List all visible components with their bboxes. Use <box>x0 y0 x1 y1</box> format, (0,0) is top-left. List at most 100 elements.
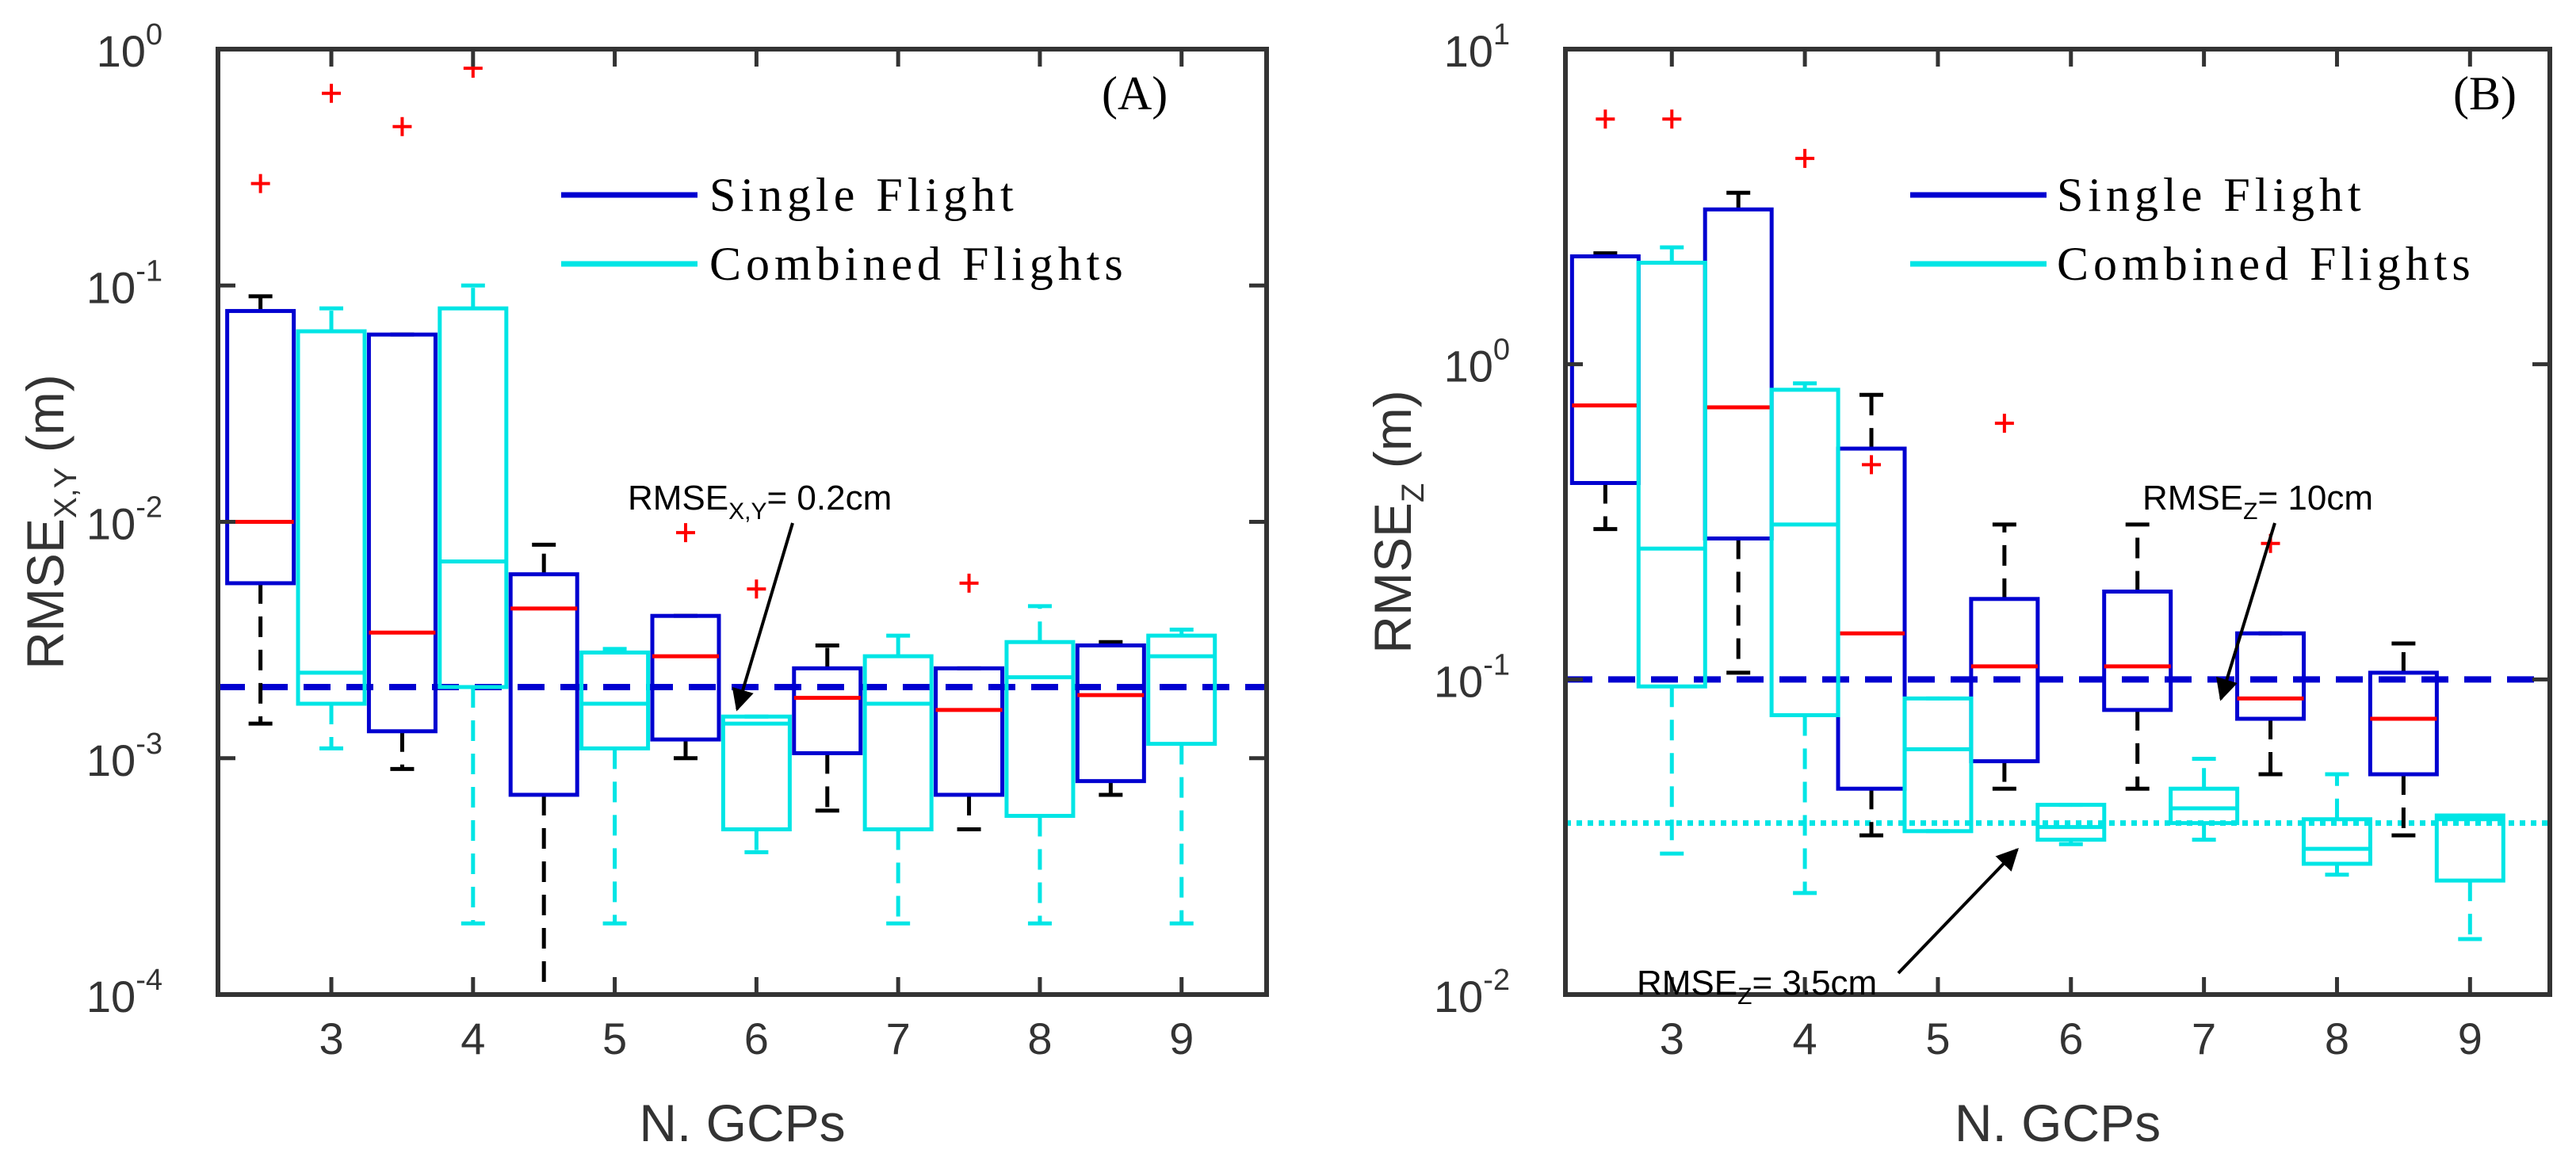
outlier-marker <box>250 174 270 193</box>
annotation-1: RMSEZ= 3.5cm <box>1637 847 2019 1010</box>
legend-entry-single-flight: Single Flight <box>561 169 1019 221</box>
y-tick-base: 10 <box>86 735 136 785</box>
box-iqr <box>1902 696 1974 834</box>
y-tick-base: 10 <box>86 972 136 1021</box>
y-tick-label: 100 <box>1444 334 1510 391</box>
annotation-text: RMSEX,Y= 0.2cm <box>628 479 892 525</box>
legend-label: Single Flight <box>709 169 1019 221</box>
outlier-marker <box>747 579 766 599</box>
box-single-flight-2 <box>508 542 579 995</box>
panel-label: (B) <box>2453 67 2517 120</box>
box-combined-flights-0 <box>1636 109 1707 856</box>
box-iqr <box>862 654 934 832</box>
y-tick-exponent: -2 <box>1483 964 1510 997</box>
y-tick-label: 10-3 <box>86 727 162 785</box>
box-combined-flights-6 <box>2434 813 2505 941</box>
box-combined-flights-0 <box>296 83 367 750</box>
annotation-subscript: X,Y <box>728 498 766 525</box>
x-tick-label: 4 <box>461 1014 485 1063</box>
x-tick-label: 5 <box>1925 1014 1950 1063</box>
x-tick-label: 6 <box>744 1014 769 1063</box>
box-single-flight-6 <box>2368 641 2439 838</box>
annotation-prefix: RMSE <box>1637 964 1737 1002</box>
box-iqr <box>225 308 296 586</box>
x-axis-label: N. GCPs <box>1955 1094 2161 1152</box>
annotation-arrow <box>732 522 794 712</box>
legend-label: Single Flight <box>2057 169 2366 221</box>
plot-data <box>1565 109 2550 941</box>
y-tick-exponent: -1 <box>1483 648 1510 682</box>
legend-entry-single-flight: Single Flight <box>1910 169 2366 221</box>
box-combined-flights-3 <box>720 579 792 854</box>
legend-entry-combined-flights: Combined Flights <box>561 238 1123 290</box>
y-tick-exponent: -2 <box>136 491 162 525</box>
outlier-marker <box>1994 414 2014 433</box>
y-axis-label-subscript: X,Y <box>48 468 83 518</box>
box-iqr <box>720 714 792 832</box>
x-tick-label: 8 <box>1027 1014 1052 1063</box>
plot-area <box>1565 49 2550 995</box>
box-iqr <box>2434 813 2505 883</box>
box-iqr <box>650 613 721 742</box>
y-tick-exponent: 0 <box>1493 334 1510 367</box>
box-combined-flights-2 <box>1902 696 1974 834</box>
y-tick-exponent: -1 <box>136 254 162 288</box>
outlier-marker <box>322 83 342 103</box>
box-iqr <box>934 666 1005 797</box>
y-tick-exponent: 1 <box>1493 18 1510 52</box>
box-single-flight-3 <box>1969 414 2040 791</box>
box-iqr <box>1636 261 1707 689</box>
x-tick-label: 6 <box>2058 1014 2083 1063</box>
panel-label: (A) <box>1102 67 1168 120</box>
annotation-suffix: = 0.2cm <box>766 479 892 517</box>
box-single-flight-0 <box>225 174 296 726</box>
outlier-marker <box>1795 148 1815 168</box>
outlier-marker <box>675 523 695 543</box>
y-axis-label: RMSEZ (m) <box>1363 390 1431 653</box>
x-axis-label: N. GCPs <box>639 1094 845 1152</box>
y-tick-label: 101 <box>1444 18 1510 76</box>
box-single-flight-5 <box>2235 533 2307 777</box>
outlier-marker <box>392 116 412 136</box>
x-tick-label: 5 <box>602 1014 627 1063</box>
box-combined-flights-3 <box>2035 803 2107 846</box>
box-iqr <box>2102 589 2173 712</box>
box-combined-flights-1 <box>438 59 509 926</box>
outlier-marker <box>959 573 979 593</box>
box-combined-flights-4 <box>2169 756 2240 842</box>
box-iqr <box>1969 597 2040 764</box>
annotation-subscript: Z <box>1737 983 1752 1010</box>
y-tick-label: 100 <box>97 18 162 76</box>
y-tick-base: 10 <box>1434 972 1483 1021</box>
legend-label: Combined Flights <box>2057 238 2475 290</box>
y-axis-label: RMSEX,Y (m) <box>16 374 83 669</box>
annotation-suffix: = 10cm <box>2257 479 2373 517</box>
x-tick-label: 9 <box>1169 1014 1194 1063</box>
y-axis-label-main: RMSE <box>1363 502 1422 654</box>
annotation-text: RMSEZ= 10cm <box>2142 479 2373 525</box>
box-iqr <box>2235 631 2307 721</box>
x-tick-label: 9 <box>2458 1014 2482 1063</box>
annotation-arrow <box>1897 847 2019 975</box>
outlier-marker <box>1862 455 1882 475</box>
box-combined-flights-5 <box>2301 772 2372 877</box>
y-tick-base: 10 <box>86 499 136 549</box>
box-single-flight-3 <box>650 523 721 761</box>
annotation-suffix: = 3.5cm <box>1752 964 1877 1002</box>
box-iqr <box>508 572 579 797</box>
box-single-flight-5 <box>934 573 1005 832</box>
box-iqr <box>792 666 863 755</box>
y-axis-label-subscript: Z <box>1396 483 1431 502</box>
y-tick-label: 10-1 <box>1434 648 1510 706</box>
plot-data <box>218 59 1267 995</box>
box-single-flight-4 <box>2102 522 2173 791</box>
annotation-0: RMSEX,Y= 0.2cm <box>628 479 892 712</box>
box-iqr <box>2169 786 2240 826</box>
box-combined-flights-1 <box>1769 148 1840 895</box>
box-iqr <box>366 332 438 734</box>
box-single-flight-1 <box>366 116 438 771</box>
annotation-prefix: RMSE <box>628 479 728 517</box>
box-iqr <box>2301 817 2372 866</box>
